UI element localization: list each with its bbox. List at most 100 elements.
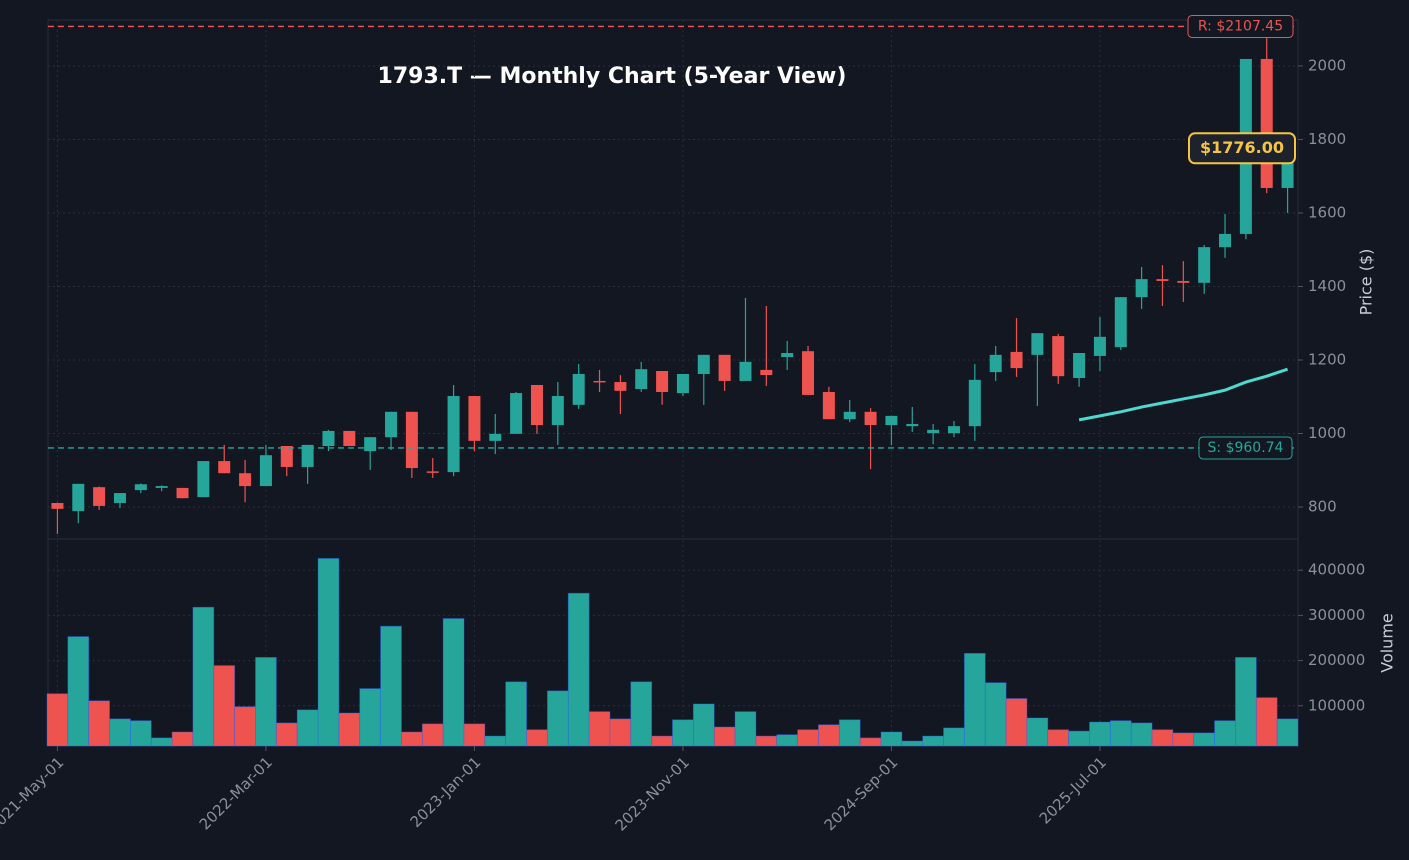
candle-body xyxy=(51,502,64,509)
candle-body xyxy=(697,354,710,374)
candle-body xyxy=(718,354,731,381)
candle-body xyxy=(510,393,523,434)
resistance-label: R: $2107.45 xyxy=(1198,18,1283,34)
volume-bar xyxy=(275,722,298,747)
volume-bar xyxy=(109,718,131,747)
volume-bar xyxy=(1151,729,1174,747)
candle-body xyxy=(656,371,669,392)
y2-tick-label: 200000 xyxy=(1308,651,1365,669)
candle-body xyxy=(1010,351,1023,369)
volume-bar xyxy=(755,735,778,747)
volume-bar xyxy=(1130,722,1153,747)
candle-body xyxy=(1135,279,1148,298)
candle-body xyxy=(676,373,689,394)
volume-bar xyxy=(463,723,486,747)
volume-bar xyxy=(651,735,673,747)
candle-body xyxy=(1114,297,1127,348)
candle-body xyxy=(843,411,856,420)
candle-body xyxy=(218,461,231,474)
volume-bar xyxy=(296,709,319,747)
volume-bar xyxy=(1276,718,1299,747)
candle-body xyxy=(1052,336,1065,377)
y-tick-label: 1000 xyxy=(1308,424,1346,442)
volume-bar xyxy=(1005,698,1028,747)
volume-bar xyxy=(213,665,236,747)
volume-bar xyxy=(317,558,340,747)
volume-bar xyxy=(234,706,256,747)
candle-body xyxy=(760,369,773,376)
volume-bar xyxy=(776,734,799,747)
volume-bar xyxy=(380,625,402,747)
candle-body xyxy=(176,487,189,499)
volume-bar xyxy=(1089,721,1111,747)
candle-body xyxy=(968,379,981,427)
y2-axis-label: Volume xyxy=(1378,613,1397,673)
volume-bar xyxy=(818,724,840,747)
candle-body xyxy=(155,486,168,488)
y-tick-label: 1800 xyxy=(1308,130,1346,148)
candle-body xyxy=(989,354,1002,373)
candle-body xyxy=(1073,353,1086,379)
volume-bar xyxy=(672,719,694,747)
volume-bar xyxy=(567,592,590,747)
candle-body xyxy=(1156,279,1169,281)
candle-body xyxy=(197,461,210,498)
volume-bar xyxy=(255,657,277,747)
moving-average xyxy=(1078,367,1289,422)
candle-body xyxy=(1031,333,1044,355)
volume-bar xyxy=(67,636,90,747)
volume-bar xyxy=(859,737,882,747)
candle-body xyxy=(259,455,272,487)
volume-bar xyxy=(421,723,444,747)
candle-body xyxy=(301,444,314,467)
volume-bar xyxy=(838,719,861,747)
candle-body xyxy=(280,446,293,467)
volume-bar xyxy=(401,731,423,747)
candle-body xyxy=(426,471,439,473)
candle-body xyxy=(1093,336,1106,356)
last-price-box xyxy=(1188,132,1296,165)
support-label-box xyxy=(1198,436,1293,460)
candle-body xyxy=(239,473,252,487)
candle-body xyxy=(864,411,877,426)
volume-bar xyxy=(46,693,69,747)
candle-body xyxy=(551,396,564,426)
volume-bar xyxy=(1214,720,1236,747)
volume-bar xyxy=(1047,729,1070,747)
y-tick-label: 1600 xyxy=(1308,203,1346,221)
volume-bar xyxy=(922,735,944,747)
candle-body xyxy=(1219,233,1232,248)
volume-bar xyxy=(901,740,924,747)
volume-bar xyxy=(526,729,548,747)
volume-bar xyxy=(129,720,152,747)
candle-body xyxy=(739,361,752,381)
candle-body xyxy=(447,396,460,473)
candle-body xyxy=(1260,58,1273,188)
volume-bar xyxy=(880,731,903,747)
support-label: S: $960.74 xyxy=(1208,440,1284,456)
volume-bar xyxy=(192,606,215,747)
volume-bar xyxy=(588,711,611,747)
volume-bar xyxy=(150,737,173,747)
candle-body xyxy=(822,391,835,420)
chart-title: 1793.T — Monthly Chart (5-Year View) xyxy=(378,64,847,89)
candle-body xyxy=(72,483,85,512)
candle-body xyxy=(635,369,648,390)
candle-body xyxy=(802,351,815,395)
volume-bar xyxy=(630,681,653,747)
candle-body xyxy=(343,430,356,447)
volume-bar xyxy=(734,711,757,747)
volume-bar xyxy=(359,688,382,747)
y-tick-label: 2000 xyxy=(1308,56,1346,74)
candle-body xyxy=(947,426,960,434)
volume-bar xyxy=(1255,697,1278,747)
volume-bar xyxy=(797,729,819,747)
y-tick-label: 1400 xyxy=(1308,277,1346,295)
candle-body xyxy=(489,433,502,441)
candle-body xyxy=(134,484,147,491)
candle-body xyxy=(322,430,335,447)
y-tick-label: 800 xyxy=(1308,498,1337,516)
candle-body xyxy=(781,353,794,358)
candle-body xyxy=(1198,247,1211,283)
candle-body xyxy=(364,437,377,452)
